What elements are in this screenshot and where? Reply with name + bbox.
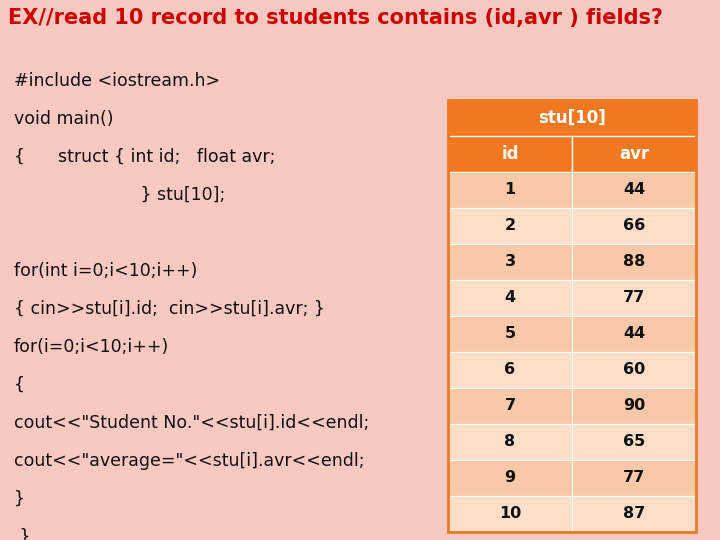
FancyBboxPatch shape bbox=[448, 388, 572, 424]
FancyBboxPatch shape bbox=[448, 280, 572, 316]
Text: id: id bbox=[501, 145, 518, 163]
FancyBboxPatch shape bbox=[572, 352, 696, 388]
Text: 60: 60 bbox=[623, 362, 645, 377]
Text: 5: 5 bbox=[505, 327, 516, 341]
Text: 2: 2 bbox=[505, 219, 516, 233]
Text: 77: 77 bbox=[623, 291, 645, 306]
Text: 10: 10 bbox=[499, 507, 521, 522]
Text: 66: 66 bbox=[623, 219, 645, 233]
Text: 44: 44 bbox=[623, 183, 645, 198]
Text: cout<<"Student No."<<stu[i].id<<endl;: cout<<"Student No."<<stu[i].id<<endl; bbox=[14, 414, 369, 432]
Text: for(i=0;i<10;i++): for(i=0;i<10;i++) bbox=[14, 338, 169, 356]
Text: 88: 88 bbox=[623, 254, 645, 269]
Text: } stu[10];: } stu[10]; bbox=[14, 186, 225, 204]
FancyBboxPatch shape bbox=[572, 496, 696, 532]
Text: }: } bbox=[14, 528, 30, 540]
Text: { cin>>stu[i].id;  cin>>stu[i].avr; }: { cin>>stu[i].id; cin>>stu[i].avr; } bbox=[14, 300, 325, 318]
Text: 4: 4 bbox=[505, 291, 516, 306]
FancyBboxPatch shape bbox=[448, 136, 572, 172]
Text: avr: avr bbox=[619, 145, 649, 163]
Text: 7: 7 bbox=[505, 399, 516, 414]
FancyBboxPatch shape bbox=[448, 100, 696, 136]
Text: cout<<"average="<<stu[i].avr<<endl;: cout<<"average="<<stu[i].avr<<endl; bbox=[14, 452, 364, 470]
Text: 8: 8 bbox=[505, 435, 516, 449]
Text: EX//read 10 record to students contains (id,avr ) fields?: EX//read 10 record to students contains … bbox=[8, 8, 663, 28]
Text: 77: 77 bbox=[623, 470, 645, 485]
Text: stu[10]: stu[10] bbox=[538, 109, 606, 127]
Text: #include <iostream.h>: #include <iostream.h> bbox=[14, 72, 220, 90]
FancyBboxPatch shape bbox=[448, 460, 572, 496]
Text: 1: 1 bbox=[505, 183, 516, 198]
FancyBboxPatch shape bbox=[448, 208, 572, 244]
FancyBboxPatch shape bbox=[572, 316, 696, 352]
FancyBboxPatch shape bbox=[448, 244, 572, 280]
FancyBboxPatch shape bbox=[448, 172, 572, 208]
Text: 44: 44 bbox=[623, 327, 645, 341]
Text: 65: 65 bbox=[623, 435, 645, 449]
FancyBboxPatch shape bbox=[572, 208, 696, 244]
Text: }: } bbox=[14, 490, 25, 508]
FancyBboxPatch shape bbox=[448, 316, 572, 352]
FancyBboxPatch shape bbox=[448, 424, 572, 460]
FancyBboxPatch shape bbox=[572, 136, 696, 172]
FancyBboxPatch shape bbox=[572, 280, 696, 316]
Text: 87: 87 bbox=[623, 507, 645, 522]
Text: 3: 3 bbox=[505, 254, 516, 269]
Text: 9: 9 bbox=[505, 470, 516, 485]
FancyBboxPatch shape bbox=[572, 388, 696, 424]
Text: 90: 90 bbox=[623, 399, 645, 414]
FancyBboxPatch shape bbox=[572, 244, 696, 280]
Text: for(int i=0;i<10;i++): for(int i=0;i<10;i++) bbox=[14, 262, 197, 280]
Text: void main(): void main() bbox=[14, 110, 114, 128]
FancyBboxPatch shape bbox=[572, 460, 696, 496]
Text: {      struct { int id;   float avr;: { struct { int id; float avr; bbox=[14, 148, 275, 166]
Text: {: { bbox=[14, 376, 25, 394]
FancyBboxPatch shape bbox=[448, 496, 572, 532]
FancyBboxPatch shape bbox=[448, 352, 572, 388]
FancyBboxPatch shape bbox=[572, 424, 696, 460]
Text: 6: 6 bbox=[505, 362, 516, 377]
FancyBboxPatch shape bbox=[572, 172, 696, 208]
